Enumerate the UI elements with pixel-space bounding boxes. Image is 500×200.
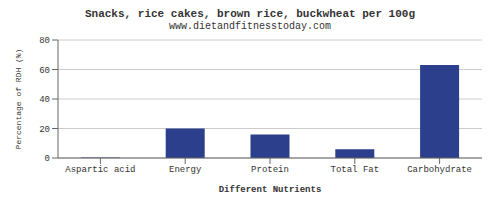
svg-text:Energy: Energy [169,165,202,175]
svg-text:Carbohydrate: Carbohydrate [407,165,472,175]
svg-text:Percentage of RDH (%): Percentage of RDH (%) [14,49,23,150]
svg-text:Total Fat: Total Fat [330,165,379,175]
svg-text:0: 0 [45,154,50,164]
svg-text:20: 20 [39,125,50,135]
svg-text:Protein: Protein [251,165,289,175]
html-text:www.dietandfitnesstoday.com: www.dietandfitnesstoday.com [169,21,331,32]
svg-text:80: 80 [39,36,50,46]
svg-text:40: 40 [39,95,50,105]
html-text:Snacks, rice cakes, brown rice: Snacks, rice cakes, brown rice, buckwhea… [85,8,415,20]
svg-text:Different Nutrients: Different Nutrients [219,185,322,192]
svg-text:60: 60 [39,66,50,76]
svg-text:Aspartic acid: Aspartic acid [65,165,135,175]
